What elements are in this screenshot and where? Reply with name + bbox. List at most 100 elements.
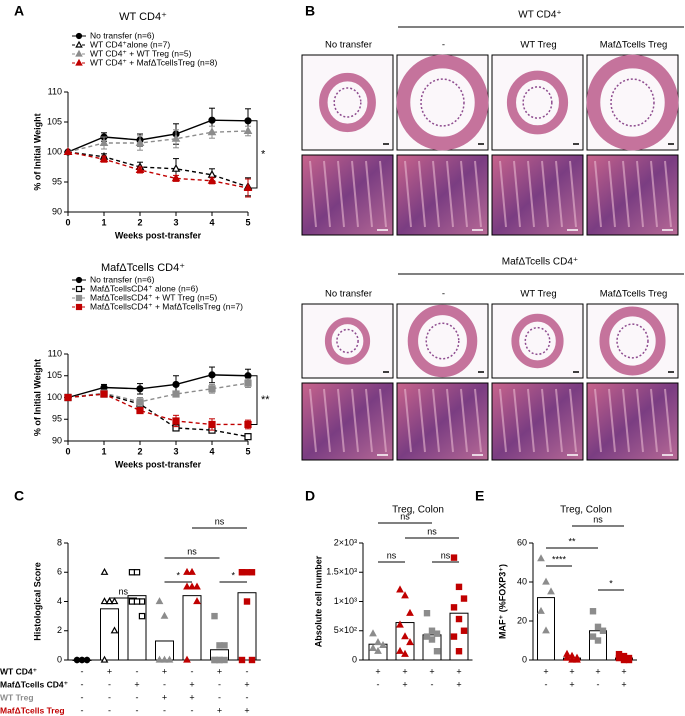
data-point — [396, 620, 404, 628]
x-tick-label: 4 — [209, 217, 214, 227]
tissue-lumen — [425, 322, 460, 360]
column-header: MafΔTcells Treg — [600, 289, 668, 300]
crypt — [446, 160, 454, 228]
data-point — [594, 623, 602, 631]
data-point — [450, 604, 458, 611]
crypt — [513, 160, 521, 228]
condition-value: - — [246, 666, 249, 676]
data-point — [183, 582, 191, 590]
panel-label: B — [305, 3, 315, 19]
bar — [237, 592, 257, 661]
significance-bracket — [251, 120, 258, 189]
crypt — [404, 388, 412, 453]
data-point — [171, 133, 181, 142]
data-point — [460, 627, 468, 634]
data-point — [193, 597, 201, 605]
histology-detail — [491, 154, 584, 236]
tissue-lumen — [524, 326, 551, 356]
tissue-lumen — [336, 328, 359, 354]
chart-title: MafΔTcells CD4⁺ — [101, 262, 185, 274]
y-tick-label: 40 — [517, 576, 527, 586]
data-point — [243, 598, 251, 605]
data-point — [244, 117, 252, 125]
data-point — [221, 642, 228, 649]
column-header: WT Treg — [520, 40, 556, 51]
data-point — [406, 638, 414, 646]
panel-label: D — [305, 488, 315, 504]
significance-label: ns — [387, 550, 397, 560]
tissue-lumen — [610, 78, 655, 127]
tissue-lumen — [522, 86, 553, 119]
data-point — [244, 420, 252, 429]
x-tick-label: 3 — [173, 217, 178, 227]
data-point — [401, 591, 409, 599]
condition-label: MafΔTcells Treg — [0, 705, 65, 715]
crypt — [309, 388, 317, 453]
crypt — [337, 388, 345, 453]
bar — [182, 595, 202, 661]
data-point — [369, 629, 377, 637]
significance-label: ns — [427, 526, 437, 536]
condition-value: + — [244, 705, 249, 715]
significance-label: ns — [187, 546, 197, 556]
condition-value: + — [456, 666, 461, 676]
crypt — [513, 388, 521, 453]
chart-title: Treg, Colon — [560, 505, 612, 516]
condition-value: + — [569, 679, 574, 689]
crypt — [541, 388, 549, 453]
histology-detail — [301, 382, 394, 461]
condition-value: - — [81, 666, 84, 676]
data-point — [105, 597, 114, 605]
histology-overview — [491, 54, 584, 151]
y-axis-label: Histological Score — [32, 562, 42, 641]
condition-value: + — [621, 679, 626, 689]
bar — [127, 595, 147, 661]
legend-marker — [75, 49, 83, 57]
data-point — [138, 612, 146, 620]
significance-label: ns — [118, 586, 128, 596]
column-header: - — [442, 40, 445, 51]
column-header: No transfer — [325, 40, 372, 51]
crypt — [608, 160, 616, 228]
data-point — [100, 567, 109, 575]
x-tick-label: 0 — [65, 217, 70, 227]
condition-value: + — [162, 692, 167, 702]
crypt — [351, 160, 359, 228]
x-tick-label: 4 — [209, 446, 214, 456]
y-tick-label: 110 — [48, 86, 62, 96]
y-tick-label: 110 — [48, 348, 62, 358]
condition-value: - — [218, 679, 221, 689]
data-point — [594, 637, 602, 644]
condition-value: - — [81, 692, 84, 702]
data-point — [433, 648, 441, 655]
condition-value: + — [621, 666, 626, 676]
crypt — [418, 388, 426, 453]
y-axis-label: % of Initial Weight — [32, 113, 42, 190]
data-point — [396, 646, 404, 654]
data-point — [537, 554, 545, 562]
y-tick-label: 8 — [57, 537, 62, 547]
y-tick-label: 5×10² — [334, 625, 357, 635]
tissue-ring — [511, 313, 564, 369]
data-point — [542, 626, 550, 634]
crypt — [622, 388, 630, 453]
data-point — [455, 648, 463, 655]
bar — [589, 630, 607, 661]
data-point — [171, 173, 181, 182]
legend-marker — [75, 285, 83, 293]
y-tick-label: 95 — [52, 176, 62, 186]
legend-label: WT CD4⁺alone (n=7) — [90, 39, 170, 49]
condition-value: - — [108, 705, 111, 715]
condition-value: - — [431, 679, 434, 689]
condition-value: - — [191, 666, 194, 676]
tissue-lumen — [333, 87, 362, 118]
histology-detail — [396, 382, 489, 461]
data-point — [183, 655, 191, 663]
condition-value: + — [217, 666, 222, 676]
data-point — [248, 569, 256, 576]
data-point — [396, 585, 404, 593]
tissue-ring — [599, 306, 666, 376]
y-tick-label: 105 — [47, 116, 62, 126]
data-point — [83, 656, 91, 664]
